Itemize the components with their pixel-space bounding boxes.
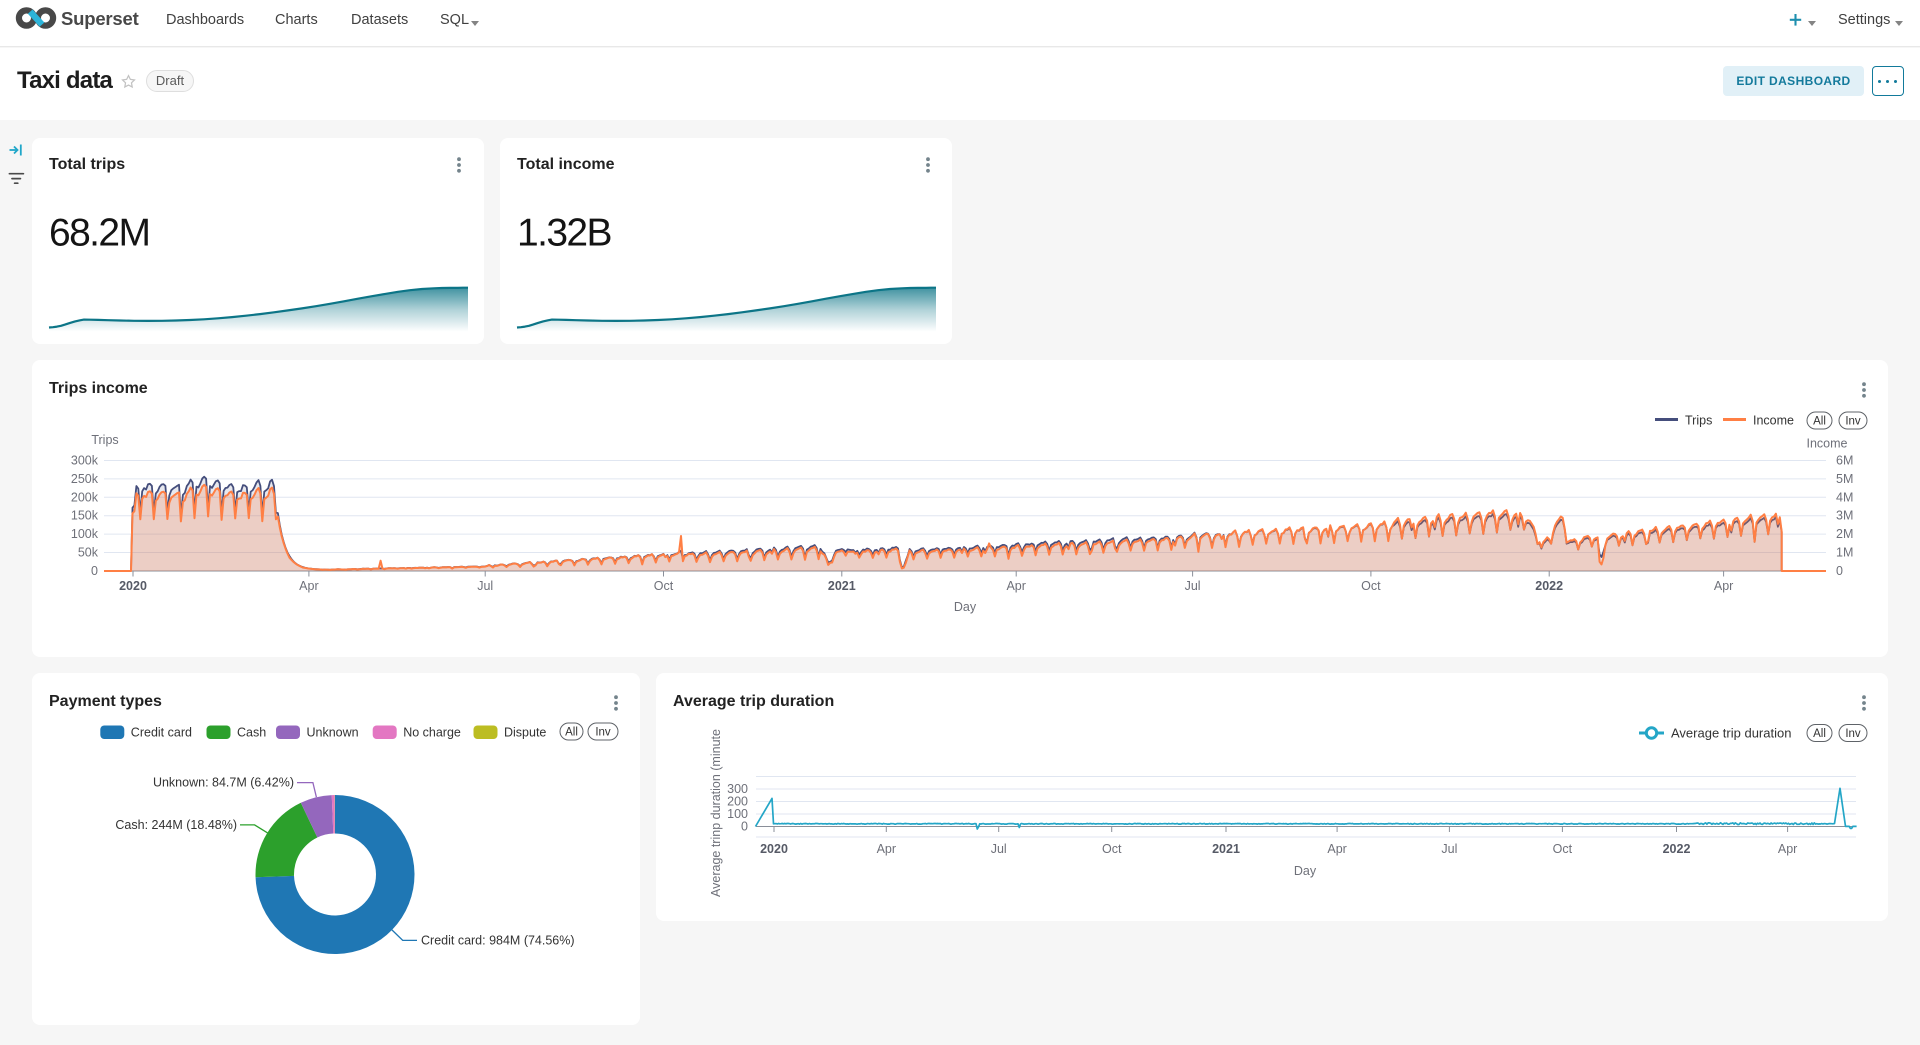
svg-text:Oct: Oct [1361,579,1381,593]
svg-text:250k: 250k [71,472,99,486]
svg-text:Day: Day [1294,864,1317,878]
svg-text:Day: Day [954,600,977,614]
svg-text:No charge: No charge [403,726,461,740]
svg-text:Apr: Apr [877,842,896,856]
svg-text:300: 300 [727,782,748,796]
svg-text:Inv: Inv [1845,416,1861,428]
svg-text:2M: 2M [1836,527,1853,541]
svg-text:Credit card: Credit card [131,726,192,740]
svg-text:Jul: Jul [1185,579,1201,593]
svg-text:Jul: Jul [991,842,1007,856]
svg-text:Dispute: Dispute [504,726,546,740]
svg-text:0: 0 [741,820,748,834]
svg-text:2020: 2020 [760,842,788,856]
svg-text:300k: 300k [71,454,99,468]
svg-text:Income: Income [1807,437,1848,451]
svg-text:Jul: Jul [1441,842,1457,856]
svg-text:3M: 3M [1836,509,1853,523]
svg-text:Apr: Apr [299,579,318,593]
svg-text:1M: 1M [1836,546,1853,560]
svg-text:Income: Income [1753,414,1794,428]
svg-text:Apr: Apr [1714,579,1733,593]
svg-text:Credit card: 984M (74.56%): Credit card: 984M (74.56%) [421,934,575,948]
svg-text:Oct: Oct [1102,842,1122,856]
svg-text:1.32B: 1.32B [517,212,611,255]
svg-text:200: 200 [727,795,748,809]
svg-text:Trips: Trips [91,433,118,447]
svg-text:Jul: Jul [477,579,493,593]
svg-text:0: 0 [1836,564,1843,578]
svg-text:All: All [1813,416,1826,428]
svg-text:Average trip duration: Average trip duration [1671,726,1791,741]
svg-text:All: All [1813,728,1826,740]
svg-text:2021: 2021 [1212,842,1240,856]
svg-text:Apr: Apr [1006,579,1025,593]
svg-text:2022: 2022 [1663,842,1691,856]
svg-text:Trips: Trips [1685,414,1712,428]
svg-text:5M: 5M [1836,472,1853,486]
svg-text:Unknown: Unknown [307,726,359,740]
svg-text:Unknown: 84.7M (6.42%): Unknown: 84.7M (6.42%) [153,776,294,790]
svg-text:Oct: Oct [1553,842,1573,856]
svg-text:100: 100 [727,807,748,821]
svg-text:100k: 100k [71,527,99,541]
svg-text:50k: 50k [78,546,99,560]
svg-text:2020: 2020 [119,579,147,593]
svg-text:68.2M: 68.2M [49,212,149,255]
svg-text:Cash: Cash [237,726,266,740]
svg-text:150k: 150k [71,509,99,523]
svg-text:2022: 2022 [1535,579,1563,593]
svg-text:Average trinp duration (minute: Average trinp duration (minute [709,729,723,897]
svg-text:Apr: Apr [1327,842,1346,856]
svg-text:0: 0 [91,564,98,578]
svg-text:Apr: Apr [1778,842,1797,856]
svg-text:4M: 4M [1836,490,1853,504]
svg-text:All: All [565,727,578,739]
svg-text:Oct: Oct [654,579,674,593]
svg-text:Inv: Inv [1845,728,1861,740]
svg-text:2021: 2021 [828,579,856,593]
svg-text:200k: 200k [71,490,99,504]
svg-text:Cash: 244M (18.48%): Cash: 244M (18.48%) [115,818,237,832]
svg-text:6M: 6M [1836,454,1853,468]
svg-text:Inv: Inv [595,727,611,739]
